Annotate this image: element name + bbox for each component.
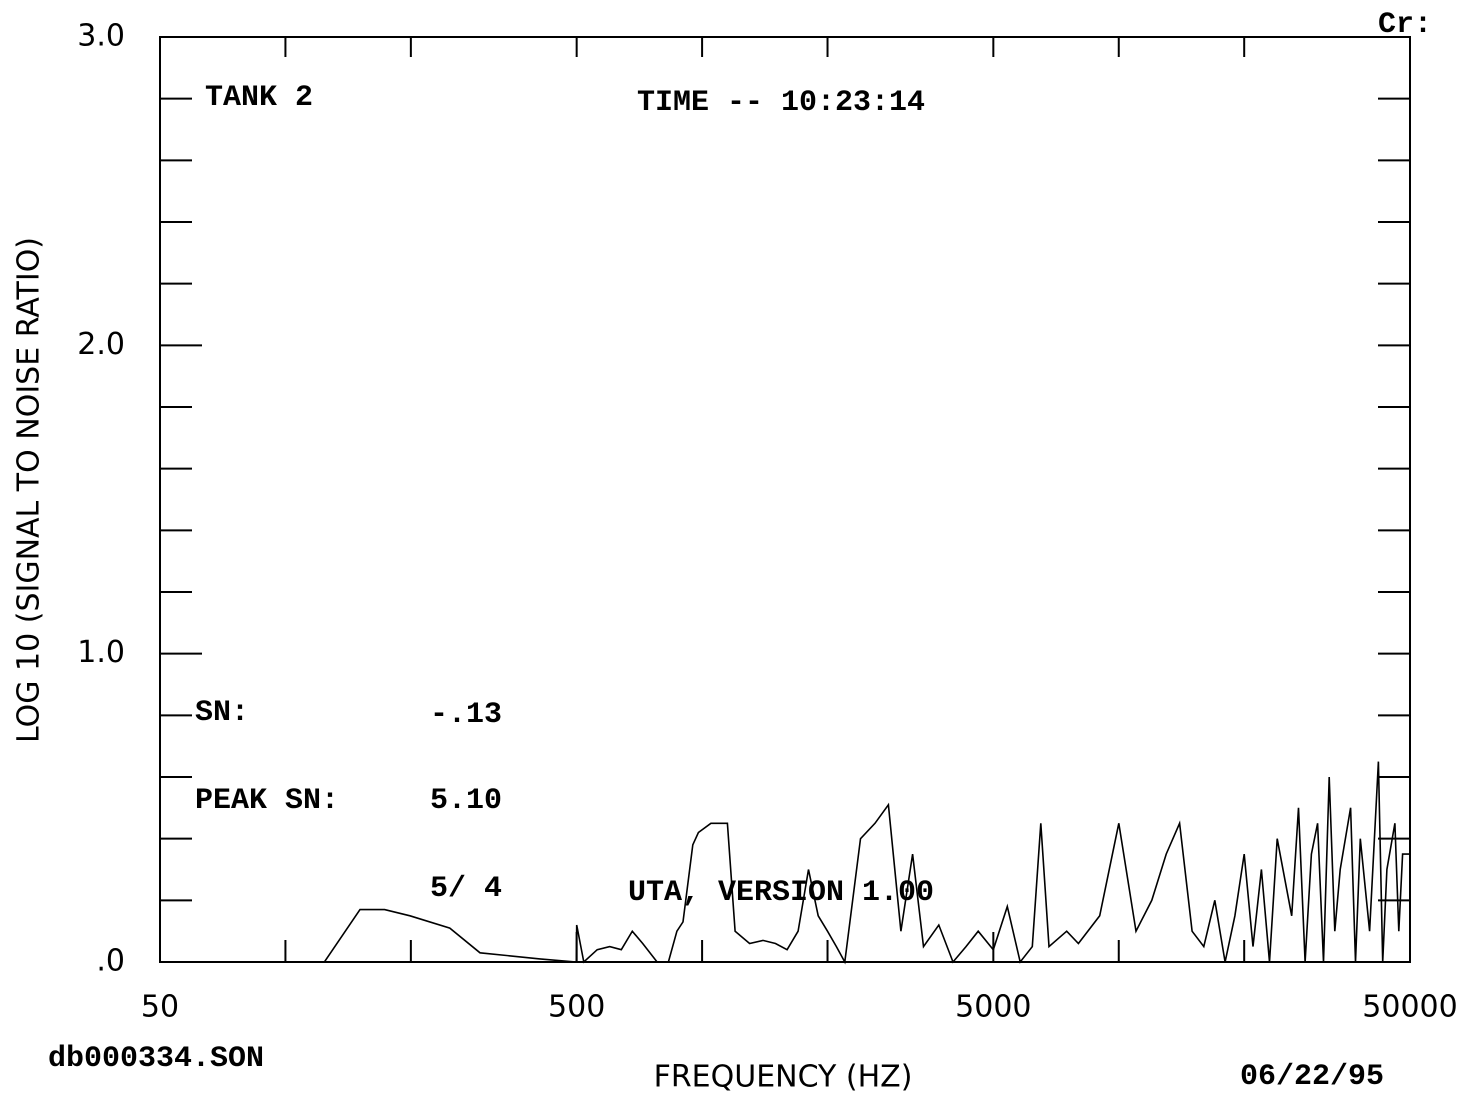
annotation: 06/22/95 bbox=[1240, 1060, 1384, 1094]
chart-title: TIME -- 10:23:14 bbox=[637, 86, 925, 120]
plot-frame bbox=[159, 36, 1411, 963]
y-axis-label: LOG 10 (SIGNAL TO NOISE RATIO) bbox=[12, 237, 47, 743]
x-tick-label: 5000 bbox=[955, 990, 1031, 1025]
annotation: db000334.SON bbox=[48, 1042, 264, 1076]
annotation: Cr: bbox=[1378, 8, 1432, 42]
series-line bbox=[160, 761, 1410, 965]
y-tick-label: 1.0 bbox=[77, 635, 125, 670]
x-tick-label: 50000 bbox=[1362, 990, 1457, 1025]
annotation: -.13 bbox=[430, 698, 502, 732]
x-tick-label: 50 bbox=[141, 990, 179, 1025]
x-axis-label: FREQUENCY (HZ) bbox=[654, 1060, 913, 1095]
annotation: PEAK SN: bbox=[195, 784, 339, 818]
annotation: 5.10 bbox=[430, 784, 502, 818]
y-tick-label: .0 bbox=[96, 944, 125, 979]
annotation: SN: bbox=[195, 696, 249, 730]
y-tick-label: 2.0 bbox=[77, 327, 125, 362]
y-tick-label: 3.0 bbox=[77, 19, 125, 54]
annotation: 5/ 4 bbox=[430, 872, 502, 906]
x-tick-label: 500 bbox=[548, 990, 605, 1025]
annotation: UTA, VERSION 1.00 bbox=[628, 876, 934, 910]
annotation: TANK 2 bbox=[205, 81, 313, 115]
